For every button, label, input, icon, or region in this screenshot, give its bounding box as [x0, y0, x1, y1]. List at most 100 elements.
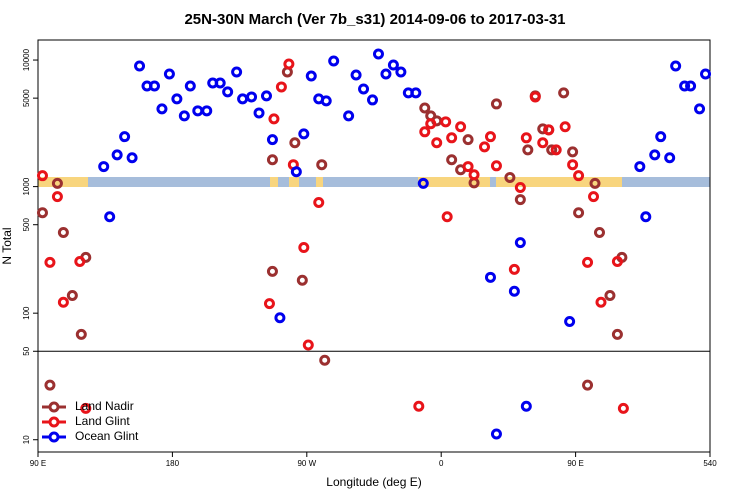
- point: [504, 172, 516, 184]
- point: [380, 68, 392, 80]
- point: [263, 298, 275, 310]
- y-tick-label: 50: [22, 346, 31, 355]
- series: [36, 66, 628, 391]
- legend-marker: [48, 401, 60, 413]
- point: [119, 131, 131, 143]
- point: [305, 70, 317, 82]
- point: [595, 296, 607, 308]
- legend-marker: [48, 431, 60, 443]
- point: [266, 134, 278, 146]
- point: [231, 66, 243, 78]
- point: [268, 113, 280, 125]
- y-axis-label: N Total: [0, 227, 14, 264]
- point: [395, 66, 407, 78]
- point: [201, 105, 213, 117]
- point: [296, 274, 308, 286]
- point: [148, 80, 160, 92]
- band-yellow: [270, 177, 278, 187]
- point: [290, 166, 302, 178]
- point: [664, 152, 676, 164]
- point: [298, 242, 310, 254]
- point: [634, 161, 646, 173]
- x-tick-label: 540: [703, 459, 717, 468]
- band-yellow: [316, 177, 323, 187]
- point: [44, 256, 56, 268]
- point: [350, 69, 362, 81]
- point: [640, 211, 652, 223]
- point: [302, 339, 314, 351]
- y-tick-label: 500: [22, 217, 31, 231]
- point: [588, 191, 600, 203]
- point: [320, 95, 332, 107]
- point: [508, 285, 520, 297]
- point: [546, 144, 558, 156]
- point: [567, 146, 579, 158]
- point: [446, 132, 458, 144]
- point: [694, 103, 706, 115]
- point: [260, 90, 272, 102]
- point: [611, 328, 623, 340]
- point: [44, 379, 56, 391]
- point: [514, 181, 526, 193]
- point: [343, 110, 355, 122]
- point: [222, 86, 234, 98]
- point: [328, 55, 340, 67]
- point: [36, 207, 48, 219]
- y-tick-label: 5000: [22, 89, 31, 107]
- point: [582, 256, 594, 268]
- point: [490, 428, 502, 440]
- point: [417, 177, 429, 189]
- band: [38, 177, 710, 187]
- x-tick-label: 90 E: [30, 459, 46, 468]
- point: [419, 126, 431, 138]
- point: [550, 144, 562, 156]
- point: [98, 161, 110, 173]
- y-tick-label: 1000: [22, 177, 31, 195]
- point: [126, 152, 138, 164]
- point: [298, 128, 310, 140]
- point: [529, 91, 541, 103]
- chart-title: 25N-30N March (Ver 7b_s31) 2014-09-06 to…: [184, 11, 565, 28]
- y-tick-label: 10000: [22, 48, 31, 71]
- x-tick-label: 0: [439, 459, 444, 468]
- band-yellow: [418, 177, 490, 187]
- point: [514, 194, 526, 206]
- point: [80, 402, 92, 414]
- point: [163, 68, 175, 80]
- point: [679, 80, 691, 92]
- point: [468, 169, 480, 181]
- series: [98, 48, 712, 440]
- point: [593, 226, 605, 238]
- legend-label: Land Glint: [75, 414, 130, 428]
- point: [520, 400, 532, 412]
- series: [36, 58, 629, 414]
- point: [573, 207, 585, 219]
- x-tick-label: 90 W: [297, 459, 316, 468]
- point: [214, 77, 226, 89]
- point: [419, 102, 431, 114]
- point: [51, 191, 63, 203]
- point: [358, 83, 370, 95]
- point: [36, 170, 48, 182]
- point: [156, 103, 168, 115]
- legend-marker: [48, 416, 60, 428]
- point: [649, 149, 661, 161]
- plot-frame: [37, 39, 711, 453]
- point: [559, 121, 571, 133]
- point: [564, 315, 576, 327]
- point: [171, 93, 183, 105]
- point: [520, 132, 532, 144]
- band-yellow: [496, 177, 622, 187]
- band-blue: [38, 177, 710, 187]
- point: [589, 177, 601, 189]
- point: [670, 60, 682, 72]
- point: [611, 256, 623, 268]
- legend-label: Land Nadir: [75, 399, 134, 413]
- point: [446, 154, 458, 166]
- point: [573, 170, 585, 182]
- point: [275, 81, 287, 93]
- point: [490, 160, 502, 172]
- x-axis-label: Longitude (deg E): [326, 475, 421, 489]
- point: [387, 59, 399, 71]
